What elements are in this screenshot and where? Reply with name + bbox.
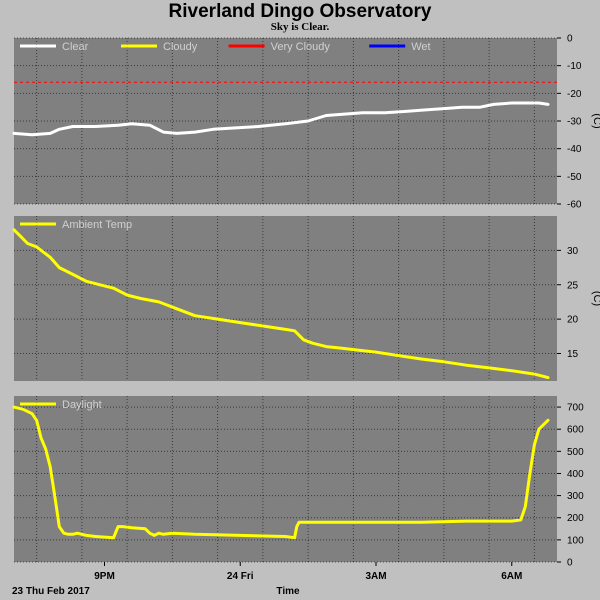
x-tick-label: 9PM (94, 571, 115, 582)
panel-2-background (14, 216, 557, 381)
x-tick-label: 3AM (365, 571, 386, 582)
series-line-daylight (12, 405, 550, 540)
start-date-label: 23 Thu Feb 2017 (12, 586, 90, 597)
panel-3-y-tick-label: 300 (567, 491, 584, 502)
legend-label-cloudy: Cloudy (163, 41, 198, 53)
panel-1-y-tick-label: -50 (567, 172, 582, 183)
x-axis-title: Time (276, 586, 300, 597)
panel-3-y-tick-label: 100 (567, 535, 584, 546)
panel-2-y-tick-label: 25 (567, 280, 579, 291)
chart-title: Riverland Dingo Observatory (168, 1, 432, 22)
panel-3-y-tick-label: 0 (567, 558, 573, 569)
panel-3-y-tick-label: 700 (567, 403, 584, 414)
x-tick-label: 24 Fri (227, 571, 254, 582)
panel-2-y-tick-label: 15 (567, 349, 579, 360)
panel-3-y-tick-label: 500 (567, 447, 584, 458)
x-tick-label: 6AM (501, 571, 522, 582)
legend-label-very-cloudy: Very Cloudy (271, 41, 331, 53)
panel-1-y-tick-label: -60 (567, 200, 582, 211)
panel-2-y-tick-label: 30 (567, 246, 579, 257)
legend-label-daylight: Daylight (62, 399, 102, 411)
panel-1-y-tick-label: -40 (567, 144, 582, 155)
panel-2-y-tick-label: 20 (567, 315, 579, 326)
panel-1-y-axis-label: (C) (591, 113, 600, 128)
panel-3-y-tick-label: 400 (567, 469, 584, 480)
chart-subtitle: Sky is Clear. (270, 21, 330, 33)
panel-3-y-tick-label: 600 (567, 425, 584, 436)
panel-2-y-axis-label: (C) (591, 291, 600, 306)
panel-1-y-tick-label: -20 (567, 89, 582, 100)
panel-1-y-tick-label: -10 (567, 61, 582, 72)
legend-label-ambient-temp: Ambient Temp (62, 219, 132, 231)
series-line-clear (12, 101, 550, 137)
panel-3-background (14, 396, 557, 562)
panel-1-y-tick-label: -30 (567, 117, 582, 128)
series-line-ambient-temp (12, 228, 550, 380)
legend-label-clear: Clear (62, 41, 89, 53)
panel-3-y-tick-label: 200 (567, 513, 584, 524)
panel-1-y-tick-label: 0 (567, 34, 573, 45)
legend-label-wet: Wet (411, 41, 430, 53)
